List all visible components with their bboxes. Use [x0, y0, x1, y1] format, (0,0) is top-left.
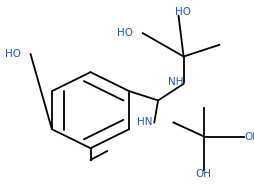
- Text: HN: HN: [137, 117, 152, 128]
- Text: HO: HO: [174, 7, 190, 17]
- Text: OH: OH: [195, 169, 211, 179]
- Text: OH: OH: [243, 131, 254, 142]
- Text: HO: HO: [117, 28, 133, 38]
- Text: NH: NH: [168, 76, 183, 87]
- Text: HO: HO: [5, 49, 21, 59]
